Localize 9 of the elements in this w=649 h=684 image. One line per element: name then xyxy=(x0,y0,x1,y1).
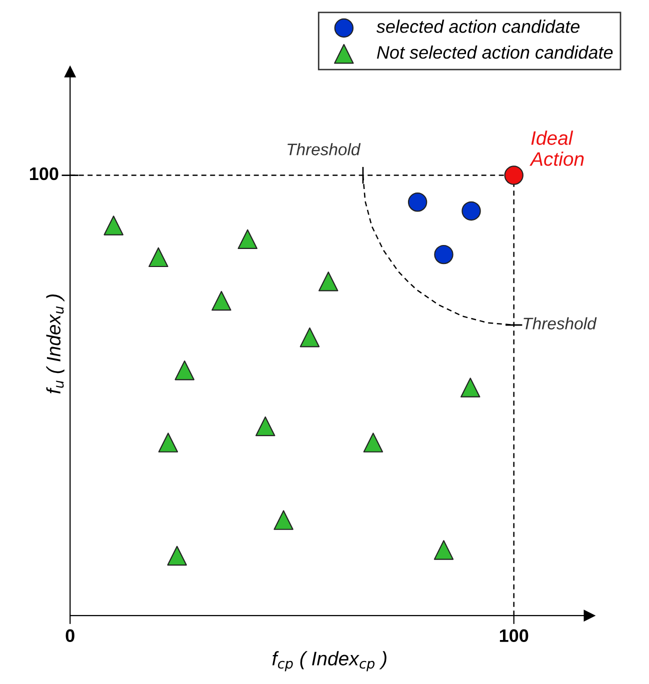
y-axis-title: f$_{u}$ ( Index$_{u}$ ) xyxy=(46,294,64,394)
legend-label: Not selected action candidate xyxy=(376,46,613,59)
x-axis-title: f$_{cp}$ ( Index$_{cp}$ ) xyxy=(272,651,386,672)
legend-label: selected action candidate xyxy=(376,20,580,33)
annotation: Threshold xyxy=(288,143,361,156)
series-label: Ideal Action xyxy=(530,130,584,166)
x-tick-label: 0 xyxy=(66,629,74,642)
annotation: 100 xyxy=(30,167,58,180)
annotation: Threshold xyxy=(524,317,597,330)
